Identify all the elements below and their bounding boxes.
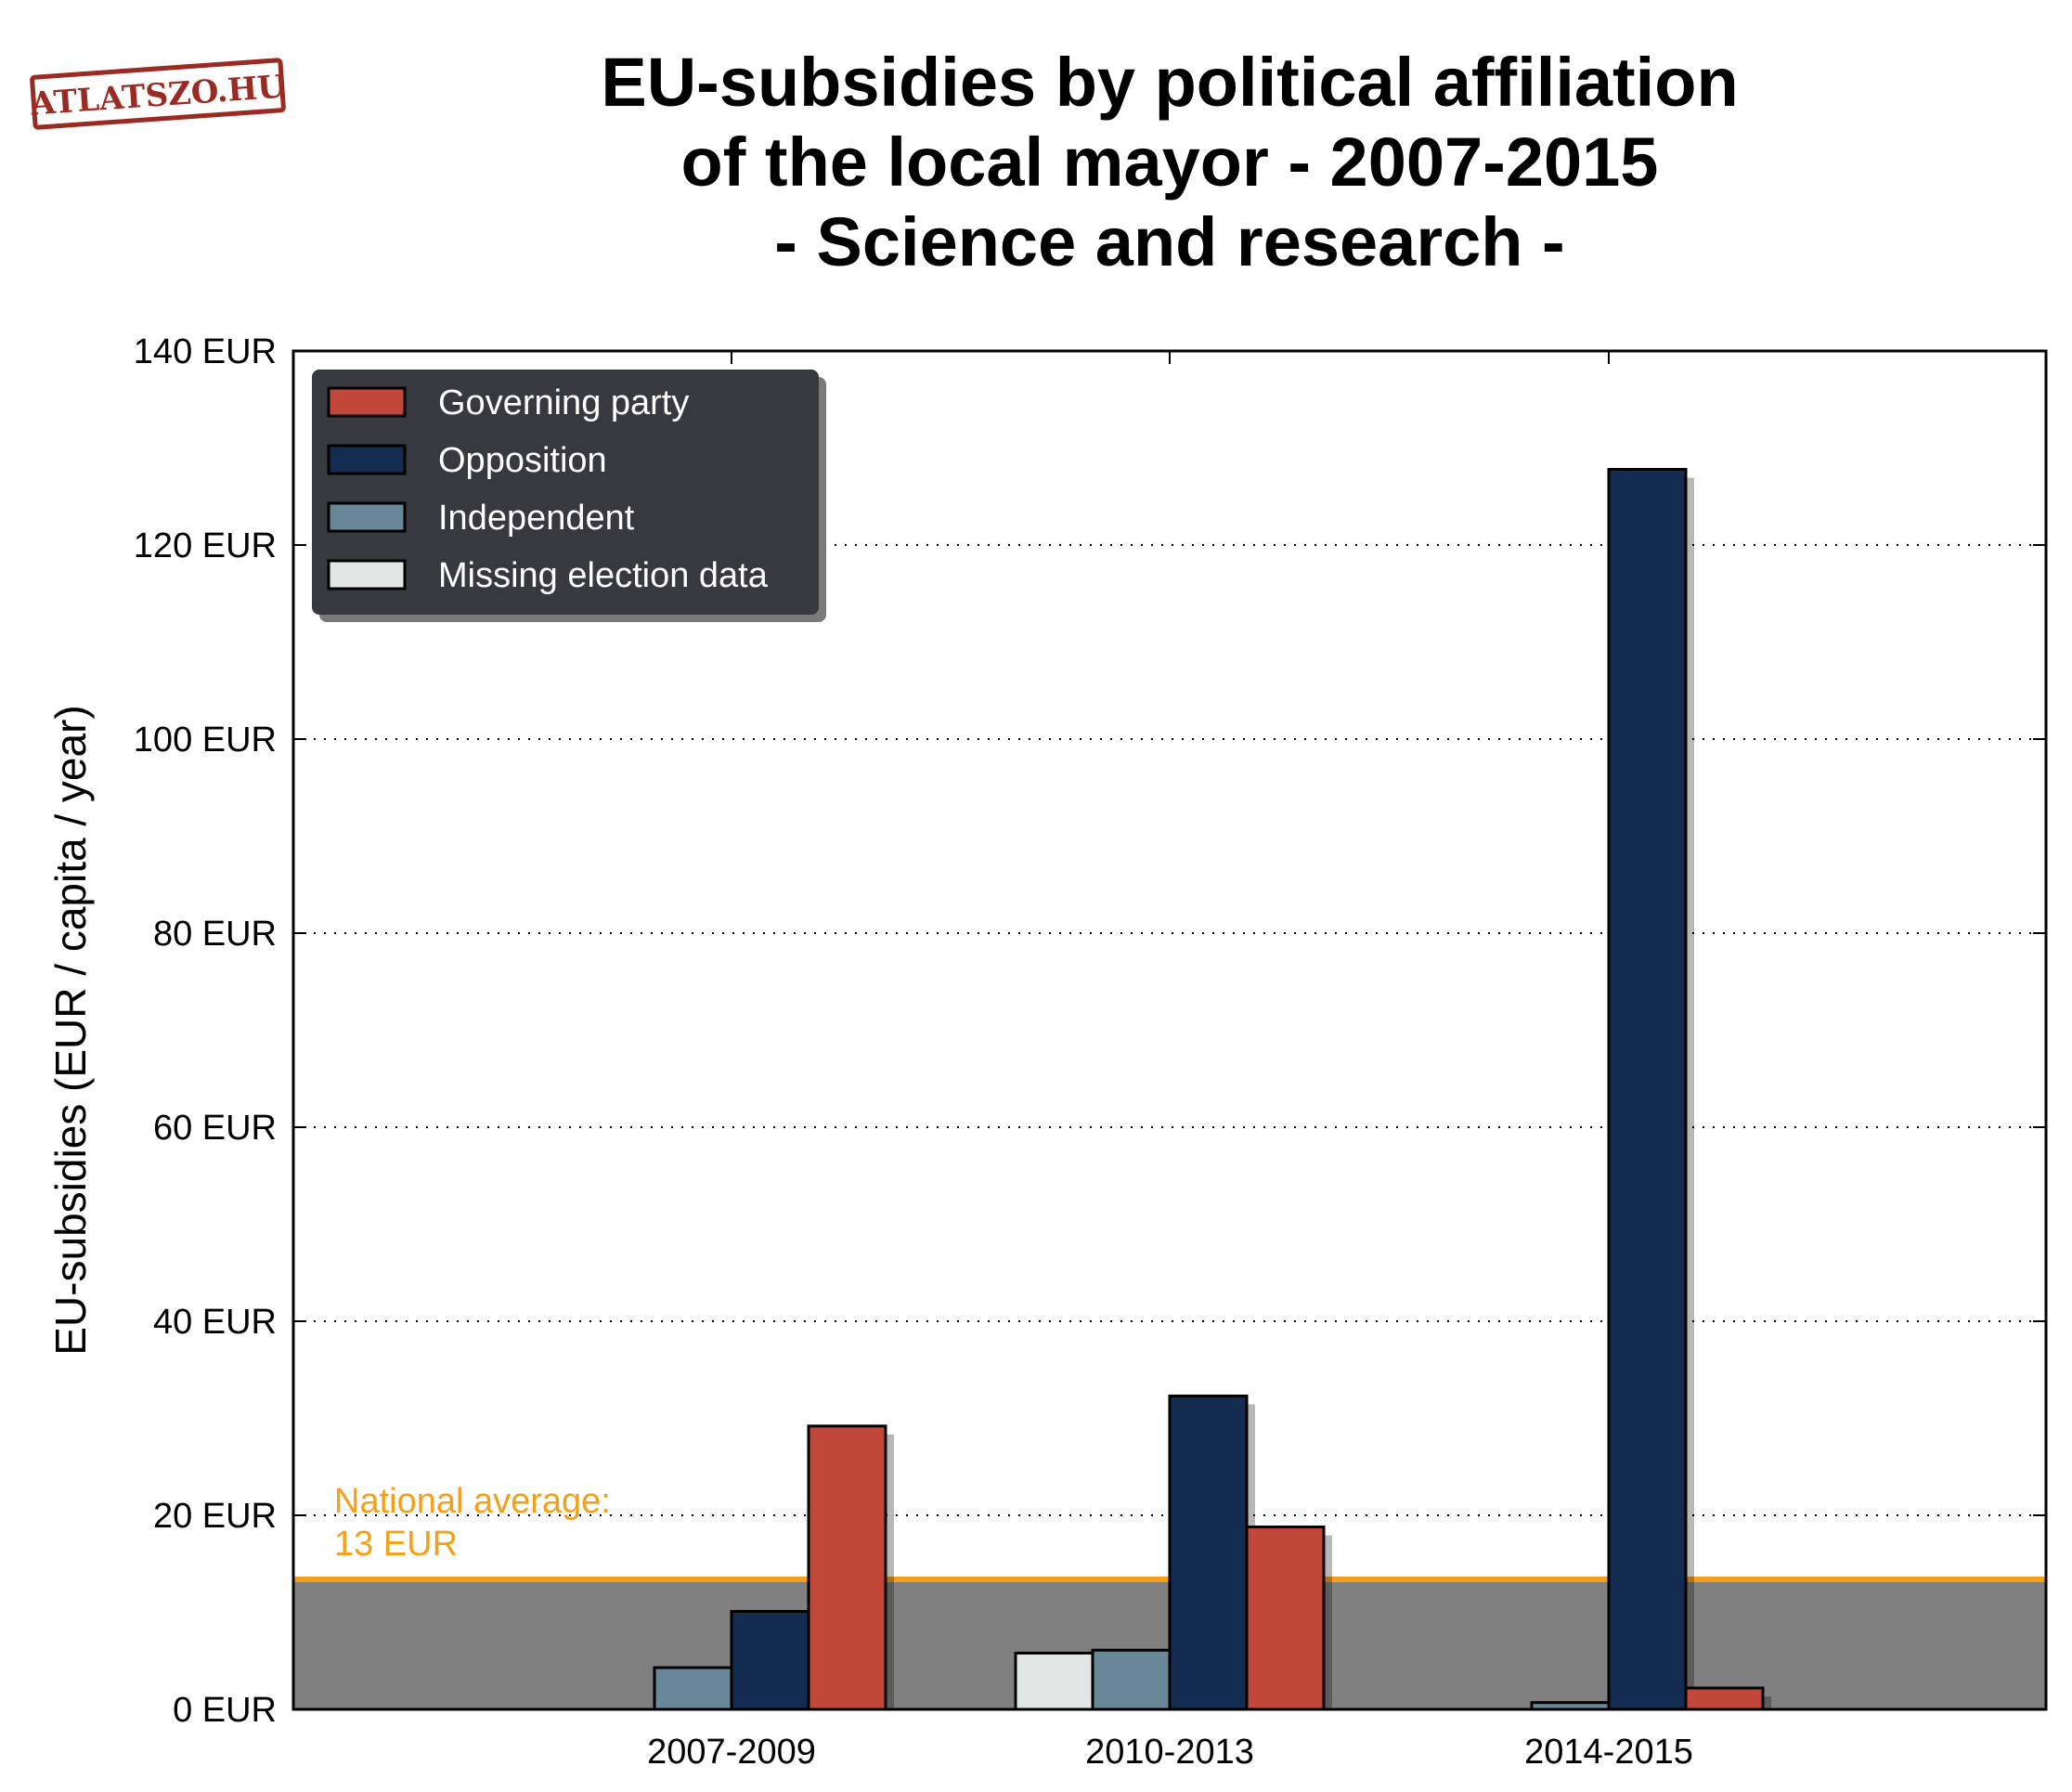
y-tick-label: 60 EUR (153, 1109, 277, 1148)
legend-label-independent: Independent (438, 499, 635, 538)
legend-swatch-independent (327, 501, 407, 533)
y-tick-label: 140 EUR (134, 332, 277, 371)
legend-box (312, 370, 819, 615)
legend-swatch-missing-election-data (327, 559, 407, 591)
legend-label-governing-party: Governing party (438, 383, 689, 422)
bar-opposition-2014-2015 (1607, 467, 1688, 1711)
y-tick-label: 80 EUR (153, 915, 277, 954)
x-tick-label: 2014-2015 (1524, 1733, 1693, 1772)
bar-independent-2010-2013 (1091, 1648, 1172, 1711)
title-line-1: EU-subsidies by political affiliation (601, 44, 1739, 121)
y-tick-label: 40 EUR (153, 1303, 277, 1342)
x-tick-label: 2007-2009 (647, 1733, 816, 1772)
atlatszo-logo: ATLATSZO.HU (29, 58, 286, 130)
bar-opposition-2007-2009 (730, 1609, 810, 1711)
bar-independent-2007-2009 (653, 1666, 733, 1711)
bar-governing-party-2007-2009 (807, 1424, 887, 1711)
y-tick-label: 120 EUR (134, 526, 277, 565)
legend: Governing party Opposition Independent Miss… (312, 370, 826, 622)
title-line-3: - Science and research - (774, 203, 1565, 280)
x-tick-label: 2010-2013 (1085, 1733, 1254, 1772)
chart-title: EU-subsidies by political affiliation of… (390, 43, 1949, 282)
gridlines-layer (293, 544, 2046, 1516)
bars-layer (653, 467, 1771, 1711)
y-tick-label: 20 EUR (153, 1497, 277, 1536)
y-tick-label: 0 EUR (173, 1691, 277, 1730)
legend-label-missing-election-data: Missing election data (438, 556, 769, 595)
legend-swatch-governing-party (327, 386, 407, 418)
bar-opposition-2010-2013 (1168, 1394, 1249, 1711)
y-tick-label: 100 EUR (134, 721, 277, 760)
title-line-2: of the local mayor - 2007-2015 (680, 123, 1659, 201)
legend-label-opposition: Opposition (438, 441, 607, 480)
y-axis-label: EU-subsidies (EUR / capita / year) (46, 705, 95, 1355)
legend-swatch-opposition (327, 444, 407, 475)
ticks-layer: 0 EUR 20 EUR 40 EUR 60 EUR 80 EUR 100 EUR 120 … (134, 332, 2046, 1772)
bar-missing-election-data-2010-2013 (1014, 1651, 1094, 1711)
bar-governing-party-2010-2013 (1245, 1526, 1326, 1711)
bar-governing-party-2014-2015 (1684, 1686, 1765, 1711)
national-average-label: National average: (334, 1482, 611, 1521)
national-average-value-label: 13 EUR (334, 1525, 458, 1564)
